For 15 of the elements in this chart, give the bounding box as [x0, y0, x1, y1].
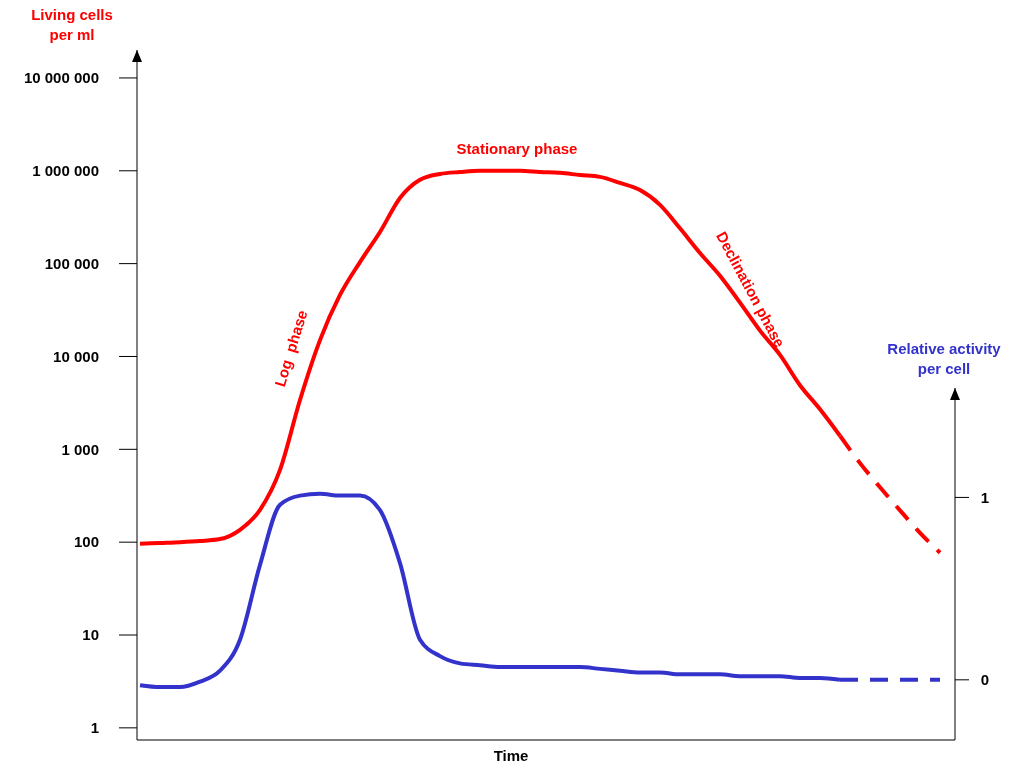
y2-axis-title: Relative activity per cell	[887, 340, 1002, 377]
y-tick-label: 10 000	[53, 347, 99, 365]
y-tick-label: 1 000	[61, 440, 99, 458]
y-tick-label: 1	[90, 719, 99, 737]
y-tick-label: 100 000	[44, 254, 99, 272]
y-axis-title: Living cells per ml	[31, 6, 113, 43]
y-tick-label: 1 000 000	[32, 162, 99, 180]
x-axis-title: Time	[493, 747, 529, 764]
y2-tick-label: 0	[980, 671, 990, 689]
y-tick-label: 100	[73, 533, 99, 551]
y-tick-label: 10 000 000	[23, 69, 99, 87]
y-tick-label: 10	[82, 626, 99, 644]
y2-tick-label: 1	[980, 488, 990, 506]
annotation: Stationary phase	[456, 140, 578, 157]
annotation: Log phase	[271, 308, 311, 389]
